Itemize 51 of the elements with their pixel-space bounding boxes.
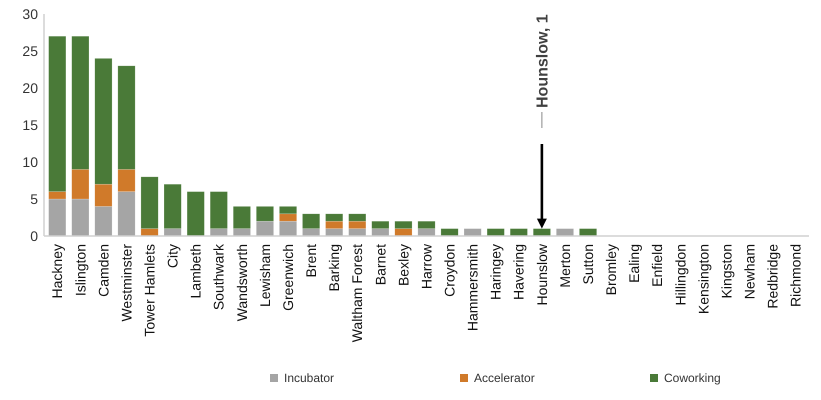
x-tick-label: Ealing xyxy=(626,244,642,283)
bar xyxy=(510,228,528,236)
x-tick-label: Richmond xyxy=(788,244,804,308)
x-tick-label: Hackney xyxy=(49,244,66,298)
annotation: Hounslow, 1 xyxy=(534,14,552,108)
legend-label: Incubator xyxy=(284,371,334,386)
x-tick-label: Waltham Forest xyxy=(349,244,366,342)
y-tick-label: 5 xyxy=(30,190,38,207)
bar xyxy=(579,228,597,236)
x-tick-label: Southwark xyxy=(210,243,227,310)
x-tick-label: Wandsworth xyxy=(234,244,250,322)
x-tick-label: Harrow xyxy=(418,243,434,290)
legend-label: Coworking xyxy=(664,371,721,386)
x-tick-label: Newham xyxy=(741,244,758,300)
x-tick-label: Haringey xyxy=(488,244,504,300)
x-tick-label: Enfield xyxy=(649,244,666,287)
x-tick-label: Greenwich xyxy=(280,244,296,311)
y-tick-label: 0 xyxy=(30,228,38,244)
x-tick-label: Redbridge xyxy=(764,244,781,309)
x-tick-label: City xyxy=(164,244,181,268)
y-tick-label: 10 xyxy=(22,154,38,170)
bar xyxy=(556,228,574,236)
bar xyxy=(440,228,458,236)
x-tick-label: Islington xyxy=(72,244,88,296)
x-tick-label: Kingston xyxy=(718,244,734,298)
x-tick-label: Havering xyxy=(510,244,527,300)
x-tick-label: Lambeth xyxy=(188,244,204,298)
bar xyxy=(464,228,482,236)
x-tick-label: Merton xyxy=(556,244,573,288)
x-tick-label: Tower Hamlets xyxy=(141,244,158,337)
x-tick-label: Lewisham xyxy=(256,244,273,308)
x-tick-label: Camden xyxy=(95,244,112,297)
x-tick-label: Bromley xyxy=(603,244,620,296)
x-tick-label: Kensington xyxy=(695,244,712,314)
y-tick-label: 25 xyxy=(22,42,38,59)
x-tick-label: Hillingdon xyxy=(672,244,688,306)
legend-label: Accelerator xyxy=(474,371,535,386)
y-tick-label: 15 xyxy=(22,116,38,133)
x-tick-label: Barnet xyxy=(372,244,388,286)
x-tick-label: Bexley xyxy=(395,244,412,286)
x-tick-label: Hammersmith xyxy=(464,244,481,332)
bar xyxy=(186,191,205,236)
x-tick-label: Barking xyxy=(326,244,342,292)
x-tick-label: Westminster xyxy=(118,244,134,322)
x-tick-label: Hounslow xyxy=(534,243,550,306)
x-tick-label: Croydon xyxy=(441,244,458,297)
x-tick-label: Sutton xyxy=(580,244,596,284)
y-tick-label: 20 xyxy=(22,80,38,96)
y-tick-label: 30 xyxy=(22,6,38,22)
bar xyxy=(532,228,551,236)
x-tick-label: Brent xyxy=(303,244,320,278)
